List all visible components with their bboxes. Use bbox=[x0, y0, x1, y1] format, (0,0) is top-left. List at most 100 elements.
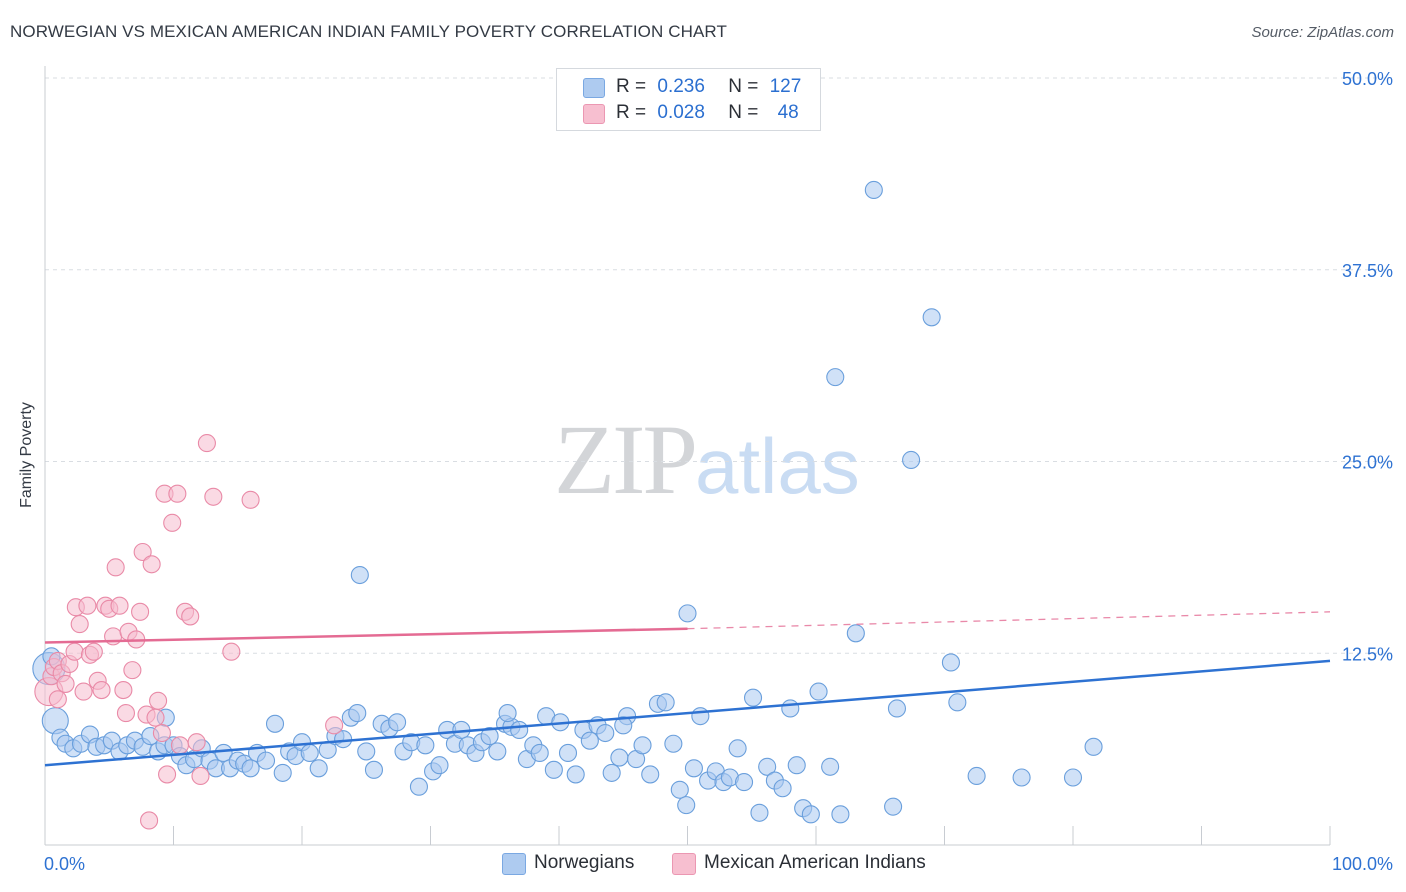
norwegians-point bbox=[364, 760, 384, 779]
mexican-american-indians-point bbox=[149, 691, 168, 710]
norwegians-point bbox=[348, 704, 367, 723]
norwegians-point bbox=[1012, 768, 1031, 787]
norwegians-point bbox=[826, 368, 845, 387]
norwegians-point bbox=[902, 450, 921, 470]
norwegians-point bbox=[678, 604, 697, 623]
mexican-american-indians-point bbox=[48, 690, 67, 709]
norwegians-point bbox=[256, 751, 276, 770]
norwegians-point bbox=[488, 742, 507, 761]
norwegians-point bbox=[922, 308, 941, 327]
mexican-american-indians-point bbox=[325, 716, 344, 735]
y-tick-label: 12.5% bbox=[1342, 644, 1393, 664]
watermark-zip: ZIP bbox=[554, 404, 698, 515]
norwegians-point bbox=[773, 779, 792, 798]
y-tick-label: 37.5% bbox=[1342, 261, 1393, 281]
norwegians-point bbox=[941, 653, 960, 672]
mexican-american-indians-point bbox=[163, 513, 182, 532]
norwegians-point bbox=[300, 743, 319, 763]
norwegians-point bbox=[728, 739, 747, 758]
mexican-american-indians-point bbox=[241, 490, 260, 509]
mexican-american-indians-point bbox=[110, 596, 129, 615]
legend-r-value: 0.028 bbox=[657, 102, 705, 123]
norwegians-point bbox=[614, 716, 633, 735]
legend-n-value: 127 bbox=[769, 76, 802, 97]
correlation-legend: R = 0.236 N = 127 R = 0.028 N = 48 bbox=[556, 68, 821, 131]
norwegians-point bbox=[809, 682, 828, 701]
mexican-american-indians-point bbox=[191, 766, 210, 786]
mexican-american-indians-point bbox=[168, 484, 187, 503]
norwegians-point bbox=[691, 707, 710, 726]
norwegians-point bbox=[684, 759, 703, 778]
legend-r-label: R = bbox=[616, 76, 647, 97]
norwegians-point bbox=[602, 763, 621, 782]
chart-title: NORWEGIAN VS MEXICAN AMERICAN INDIAN FAM… bbox=[10, 22, 727, 41]
mexican-american-indians-point bbox=[133, 542, 152, 562]
norwegians-point bbox=[558, 743, 578, 763]
mexican-american-indians-point bbox=[204, 487, 223, 506]
norwegians-point bbox=[498, 704, 517, 723]
norwegians-point bbox=[357, 742, 376, 761]
mexican-american-indians-point bbox=[187, 733, 206, 752]
source-credit: Source: ZipAtlas.com bbox=[1251, 24, 1394, 41]
norwegians-point bbox=[350, 565, 369, 585]
mexican-american-indians-point bbox=[84, 642, 103, 661]
mexican-american-indians-point bbox=[65, 642, 84, 661]
norwegians-point bbox=[510, 720, 529, 740]
norwegians-point bbox=[309, 759, 328, 778]
norwegians-point bbox=[884, 797, 903, 816]
norwegians-point bbox=[544, 760, 563, 779]
mexican-american-indians-point bbox=[114, 681, 133, 700]
norwegians-point bbox=[743, 688, 763, 707]
norwegians-point bbox=[241, 759, 260, 778]
norwegians-point bbox=[801, 805, 820, 824]
norwegians-point bbox=[734, 773, 754, 792]
norwegians-point bbox=[821, 757, 840, 776]
mexican-american-indians-point bbox=[146, 708, 165, 727]
norwegians-point bbox=[787, 756, 806, 775]
norwegians-point bbox=[864, 180, 883, 200]
norwegians-point bbox=[214, 743, 233, 763]
norwegians-point bbox=[656, 693, 675, 712]
norwegians-point bbox=[388, 713, 407, 732]
y-tick-label: 50.0% bbox=[1342, 69, 1393, 89]
legend-label: Norwegians bbox=[534, 852, 635, 873]
norwegians-point bbox=[967, 766, 986, 786]
norwegians-point bbox=[664, 734, 683, 753]
norwegians-point bbox=[677, 796, 696, 815]
mexican-american-indians-point bbox=[56, 674, 75, 693]
mexican-american-indians-point bbox=[116, 704, 136, 723]
norwegians-point bbox=[1063, 768, 1083, 787]
norwegians-point bbox=[566, 765, 585, 784]
legend-n-value: 48 bbox=[777, 102, 799, 123]
legend-swatch-pink bbox=[672, 853, 696, 875]
norwegians-point bbox=[948, 693, 967, 712]
mexican-american-indians-point bbox=[106, 558, 125, 577]
mexican-american-indians-point bbox=[158, 765, 177, 784]
norwegians-trend-line bbox=[44, 659, 1331, 767]
mexican-american-indians-point bbox=[197, 434, 216, 453]
norwegians-point bbox=[831, 805, 850, 824]
mexican-american-indians-point bbox=[170, 736, 189, 755]
mexican-american-indians-trend-line bbox=[44, 627, 688, 644]
norwegians-point bbox=[758, 757, 777, 776]
norwegians-point bbox=[265, 714, 285, 733]
x-tick-label: 100.0% bbox=[1332, 854, 1393, 874]
legend-r-label: R = bbox=[616, 102, 647, 123]
y-tick-label: 25.0% bbox=[1342, 453, 1393, 473]
norwegians-point bbox=[750, 803, 769, 822]
norwegians-point bbox=[1084, 737, 1103, 756]
legend-label: Mexican American Indians bbox=[704, 852, 926, 873]
watermark-atlas: atlas bbox=[695, 422, 860, 510]
mexican-american-indians-point bbox=[74, 682, 93, 701]
zipatlas-watermark: ZIPatlas bbox=[554, 402, 860, 517]
norwegians-point bbox=[273, 763, 292, 782]
legend-r-value: 0.236 bbox=[657, 76, 705, 97]
norwegians-point bbox=[430, 756, 449, 775]
mexican-american-indians-trend-extension bbox=[687, 611, 1331, 630]
norwegians-point bbox=[670, 780, 689, 799]
mexican-american-indians-point bbox=[131, 602, 150, 621]
x-tick-label: 0.0% bbox=[44, 854, 85, 874]
mexican-american-indians-point bbox=[70, 615, 89, 634]
norwegians-point bbox=[781, 699, 800, 718]
